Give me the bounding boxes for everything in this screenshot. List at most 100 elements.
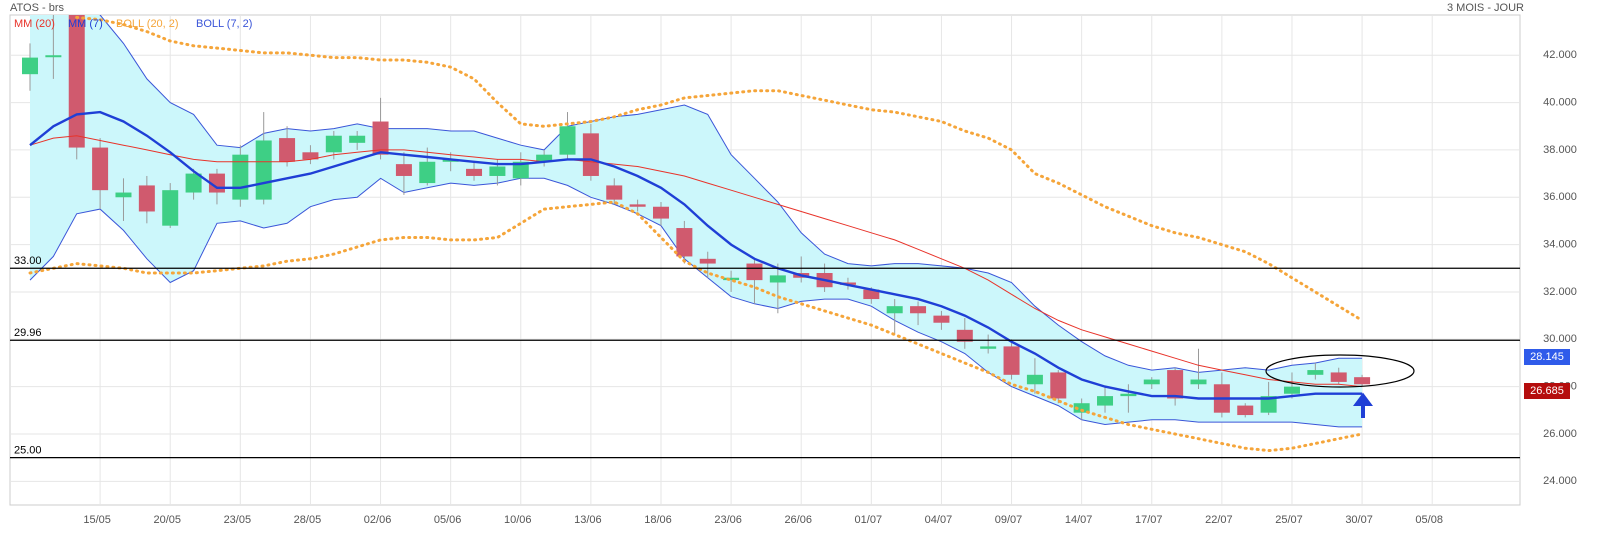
candle-body (1307, 370, 1324, 375)
boll-upper (75, 15, 1364, 322)
x-tick-label: 30/07 (1345, 514, 1373, 526)
candle-body (1050, 372, 1067, 399)
x-tick-label: 26/06 (784, 514, 812, 526)
candle-body (138, 185, 155, 212)
chart-subtitle: 3 MOIS - JOUR (1447, 2, 1524, 14)
candle-body (372, 121, 389, 155)
candle-body (769, 275, 786, 283)
chart-title: ATOS - brs (10, 2, 64, 14)
x-tick-label: 05/08 (1415, 514, 1443, 526)
candle-body (302, 152, 319, 160)
y-tick-label: 42.000 (1543, 49, 1577, 61)
x-tick-label: 14/07 (1065, 514, 1093, 526)
x-tick-label: 17/07 (1135, 514, 1163, 526)
band-upper (99, 15, 1363, 373)
x-tick-label: 23/05 (224, 514, 252, 526)
price-tag-box (1524, 349, 1570, 365)
candle-body (886, 306, 903, 314)
moving-average (29, 110, 1363, 400)
band-fill (30, 15, 1363, 427)
moving-average (29, 135, 1363, 388)
candle-body (956, 329, 973, 342)
x-tick-label: 13/06 (574, 514, 602, 526)
x-tick-label: 18/06 (644, 514, 672, 526)
candle-body (1283, 386, 1300, 394)
x-tick-label: 15/05 (83, 514, 111, 526)
boll-lower (28, 200, 1364, 453)
candle-body (1190, 379, 1207, 385)
candle-body (162, 190, 179, 226)
x-tick-label: 05/06 (434, 514, 462, 526)
candle-body (466, 168, 483, 176)
candle-body (676, 228, 693, 257)
reference-label: 33.00 (14, 255, 42, 267)
price-tag-box (1524, 383, 1570, 399)
candle-body (1097, 396, 1114, 406)
candle-body (1354, 377, 1371, 385)
candle-body (1026, 374, 1043, 385)
x-tick-label: 09/07 (995, 514, 1023, 526)
candle-body (1260, 396, 1277, 413)
overlay: 24.00026.00028.00030.00032.00034.00036.0… (10, 18, 1577, 526)
candle-body (45, 55, 62, 58)
price-tag: 26.685 (1530, 385, 1564, 397)
candle-body (606, 185, 623, 200)
candle-body (723, 277, 740, 281)
candle-body (1073, 403, 1090, 413)
legend-entry: BOLL (7, 2) (196, 18, 252, 30)
candle-body (395, 164, 412, 176)
y-tick-label: 40.000 (1543, 96, 1577, 108)
arrow (1353, 392, 1373, 418)
x-tick-label: 02/06 (364, 514, 392, 526)
candle-body (1330, 372, 1347, 382)
plot (22, 15, 1371, 453)
candle-body (536, 154, 553, 162)
y-tick-label: 36.000 (1543, 191, 1577, 203)
candle-body (1237, 405, 1254, 416)
candle-body (699, 258, 716, 264)
x-tick-label: 01/07 (855, 514, 883, 526)
x-tick-label: 22/07 (1205, 514, 1233, 526)
y-tick-label: 24.000 (1543, 475, 1577, 487)
highlight-ellipse (1265, 354, 1415, 388)
price-tag: 28.145 (1530, 351, 1564, 363)
reference-label: 29.96 (14, 327, 42, 339)
reference-label: 25.00 (14, 445, 42, 457)
y-tick-label: 38.000 (1543, 144, 1577, 156)
candle-body (185, 173, 202, 193)
candle-body (746, 263, 763, 281)
candle-body (559, 126, 576, 155)
candle-body (910, 306, 927, 314)
candle-body (1167, 370, 1184, 399)
x-tick-label: 23/06 (714, 514, 742, 526)
candle-body (980, 346, 997, 349)
y-tick-label: 34.000 (1543, 239, 1577, 251)
candle-body (1120, 393, 1137, 397)
candle-body (512, 161, 529, 179)
x-tick-label: 10/06 (504, 514, 532, 526)
x-tick-label: 04/07 (925, 514, 953, 526)
candle-body (255, 140, 272, 200)
x-tick-label: 25/07 (1275, 514, 1303, 526)
candle-body (279, 138, 296, 162)
candle-body (68, 15, 85, 148)
candle-body (489, 166, 506, 176)
candle-body (419, 161, 436, 184)
candle-body (349, 135, 366, 143)
candle-body (115, 192, 132, 198)
candle-body (22, 57, 38, 75)
x-tick-label: 28/05 (294, 514, 322, 526)
candle-body (325, 135, 342, 153)
legend-entry: BOLL (20, 2) (116, 18, 179, 30)
candle-body (92, 147, 109, 191)
x-tick-label: 20/05 (153, 514, 181, 526)
y-tick-label: 26.000 (1543, 428, 1577, 440)
y-tick-label: 30.000 (1543, 333, 1577, 345)
legend-entry: MM (7) (68, 18, 103, 30)
candle-body (629, 204, 646, 207)
y-tick-label: 32.000 (1543, 286, 1577, 298)
candle-body (1143, 379, 1160, 385)
candle-body (1003, 346, 1020, 375)
